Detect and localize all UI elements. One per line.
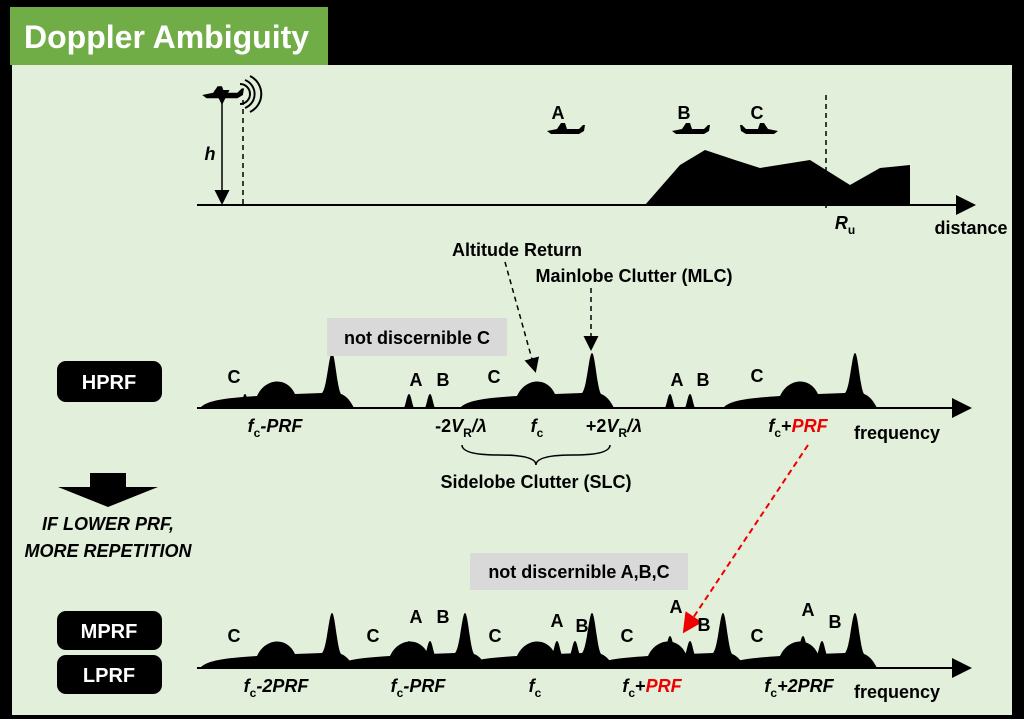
brace-label: Sidelobe Clutter (SLC) [440,472,631,492]
transition-text: MORE REPETITION [24,541,192,561]
label-part: c [537,426,544,440]
badge: LPRF [83,665,135,687]
axis-tick-label: fc [531,416,544,440]
axis-tick-label: -2VR/λ [435,416,487,440]
label-part: +2 [586,416,607,436]
callout: Mainlobe Clutter (MLC) [536,266,733,286]
range-label: Ru [835,213,855,237]
peak-label: A [410,607,423,627]
axis-tick-label: fc [529,676,542,700]
note: not discernible C [344,328,490,348]
peak-label: B [829,612,842,632]
label-part: f [529,676,537,696]
axis-label: frequency [854,682,940,702]
label-part: f [622,676,630,696]
peak-label: B [576,616,589,636]
label-part: -PRF [260,416,303,436]
label-part: /λ [471,416,487,436]
target-label: C [751,103,764,123]
peak-label: B [697,370,710,390]
transition-text: IF LOWER PRF, [42,514,174,534]
peak-label: C [751,626,764,646]
label-part: R [618,426,627,440]
label-part: -2 [435,416,451,436]
label-part: R [463,426,472,440]
panel [12,65,1012,715]
axis-tick-label: fc+2PRF [764,676,834,700]
axis-tick-label: fc+PRF [622,676,682,700]
badge: MPRF [81,621,138,643]
peak-label: A [670,597,683,617]
peak-label: C [367,626,380,646]
label-part: c [535,686,542,700]
label-part: PRF [646,676,683,696]
peak-label: B [698,615,711,635]
peak-label: C [751,366,764,386]
label-part: f [531,416,539,436]
peak-label: C [621,626,634,646]
label-part: +2PRF [777,676,835,696]
label-part: -PRF [403,676,446,696]
axis-tick-label: +2VR/λ [586,416,642,440]
label-part: f [768,416,776,436]
peak-label: B [437,370,450,390]
peak-label: B [437,607,450,627]
peak-label: C [488,367,501,387]
label-part: c [254,426,261,440]
peak-label: A [410,370,423,390]
badge: HPRF [82,372,136,394]
callout: Altitude Return [452,240,582,260]
peak-label: A [802,600,815,620]
label-part: -2PRF [256,676,309,696]
title: Doppler Ambiguity [24,19,309,55]
peak-label: C [228,367,241,387]
axis-tick-label: fc-PRF [248,416,304,440]
label-part: c [770,686,777,700]
label-part: f [391,676,399,696]
axis-label: frequency [854,423,940,443]
label-part: f [244,676,252,696]
peak-label: C [489,626,502,646]
label-part: /λ [626,416,642,436]
label-part: PRF [792,416,829,436]
peak-label: C [228,626,241,646]
label-part: c [628,686,635,700]
down-arrow [58,473,158,507]
target-label: A [552,103,565,123]
scene [197,75,976,215]
axis-tick-label: fc-2PRF [244,676,310,700]
label-part: u [848,223,855,237]
label-part: + [781,416,792,436]
label-part: + [635,676,646,696]
note: not discernible A,B,C [488,562,669,582]
label-part: V [451,416,465,436]
label-part: c [774,426,781,440]
axis-label: distance [934,218,1007,238]
lower-spectrum [57,444,972,694]
label-part: c [250,686,257,700]
label-part: V [606,416,620,436]
title-box [10,7,328,65]
label-part: c [397,686,404,700]
altitude-label: h [205,144,216,164]
hprf-spectrum [57,261,972,466]
label-part: f [764,676,772,696]
label-part: R [835,213,848,233]
peak-label: A [671,370,684,390]
axis-tick-label: fc+PRF [768,416,828,440]
peak-label: A [551,611,564,631]
target-label: B [678,103,691,123]
axis-tick-label: fc-PRF [391,676,447,700]
label-part: f [248,416,256,436]
